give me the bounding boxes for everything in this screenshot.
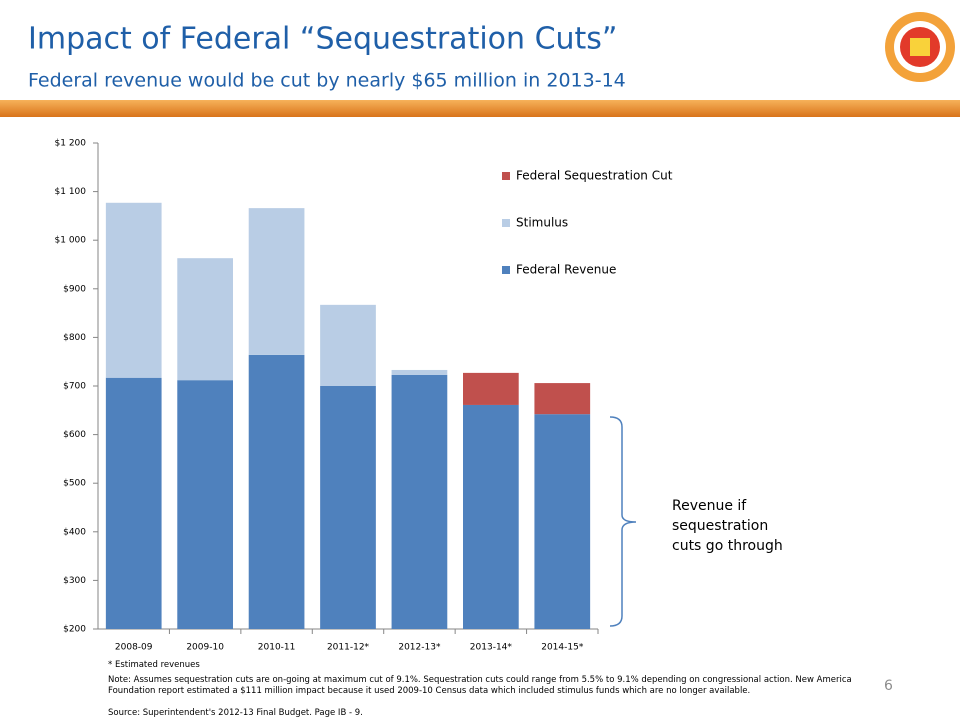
bar-segment xyxy=(391,374,448,629)
bar-segment xyxy=(463,404,519,629)
x-tick-label: 2008-09 xyxy=(115,643,153,653)
slide-title: Impact of Federal “Sequestration Cuts” xyxy=(28,22,617,57)
page-number: 6 xyxy=(884,678,893,694)
legend-swatch xyxy=(502,172,510,180)
logo xyxy=(885,12,955,82)
y-tick-label: $300 xyxy=(63,576,86,586)
bar-segment xyxy=(105,377,162,629)
x-tick-label: 2013-14* xyxy=(470,643,513,653)
y-tick-label: $400 xyxy=(63,527,86,537)
y-tick-label: $1 200 xyxy=(55,139,87,149)
y-tick-label: $200 xyxy=(63,625,86,635)
y-tick-label: $600 xyxy=(63,430,86,440)
bar-segment xyxy=(463,372,519,405)
legend-label: Federal Revenue xyxy=(516,263,616,277)
legend-label: Federal Sequestration Cut xyxy=(516,169,673,183)
slide-subtitle: Federal revenue would be cut by nearly $… xyxy=(28,70,626,92)
bracket xyxy=(609,416,637,627)
annotation: cuts go through xyxy=(672,538,783,554)
x-tick-label: 2012-13* xyxy=(398,643,441,653)
bar-segment xyxy=(105,202,162,378)
x-tick-label: 2014-15* xyxy=(541,643,584,653)
x-tick-label: 2009-10 xyxy=(186,643,224,653)
footnote-estimated: * Estimated revenues xyxy=(108,660,200,670)
bar-segment xyxy=(534,383,591,415)
footnote-note: Note: Assumes sequestration cuts are on-… xyxy=(108,675,852,696)
bar-segment xyxy=(391,369,448,375)
y-tick-label: $800 xyxy=(63,333,86,343)
x-tick-label: 2010-11 xyxy=(258,643,296,653)
bar-segment xyxy=(248,208,305,355)
y-tick-label: $900 xyxy=(63,284,86,294)
legend-swatch xyxy=(502,266,510,274)
bar-segment xyxy=(320,304,376,386)
y-tick-label: $700 xyxy=(63,382,86,392)
bar-segment xyxy=(320,386,376,629)
annotation: sequestration xyxy=(672,518,768,534)
header-band xyxy=(0,100,960,117)
x-tick-label: 2011-12* xyxy=(327,643,370,653)
bar-segment xyxy=(534,414,591,629)
bar-segment xyxy=(177,258,233,381)
legend-label: Stimulus xyxy=(516,216,568,230)
bar-segment xyxy=(177,380,233,629)
annotation: Revenue if xyxy=(672,498,747,514)
bar-segment xyxy=(248,354,305,629)
y-tick-label: $500 xyxy=(63,479,86,489)
y-tick-label: $1 100 xyxy=(55,187,87,197)
legend-swatch xyxy=(502,219,510,227)
y-tick-label: $1 000 xyxy=(55,236,87,246)
footnote-source: Source: Superintendent's 2012-13 Final B… xyxy=(108,708,363,718)
